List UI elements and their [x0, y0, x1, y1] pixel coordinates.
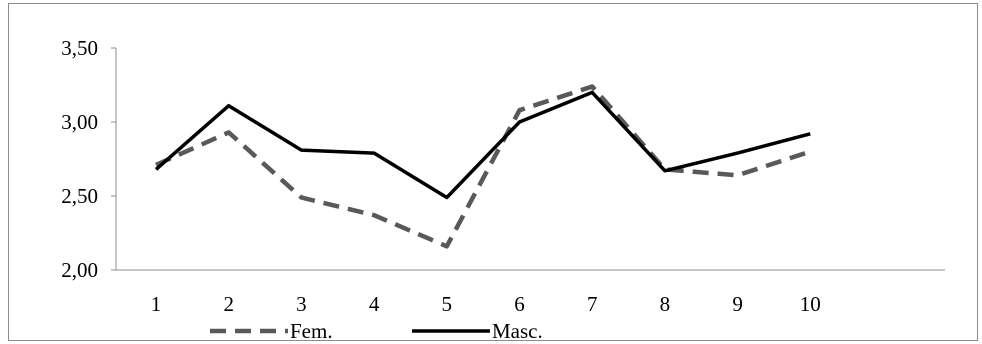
y-tick-label: 2,00 — [61, 258, 98, 282]
x-tick-label: 3 — [296, 292, 307, 316]
x-tick-label: 9 — [732, 292, 743, 316]
y-tick-label: 2,50 — [61, 184, 98, 208]
x-axis-ticks: 1 2 3 4 5 6 7 8 9 10 — [151, 292, 821, 316]
x-tick-label: 2 — [223, 292, 234, 316]
axes — [115, 48, 945, 271]
series-line-2 — [154, 90, 811, 200]
y-axis-ticks: 2,00 2,50 3,00 3,50 — [61, 36, 116, 282]
series-line-1 — [155, 84, 811, 249]
y-tick-label: 3,00 — [61, 110, 98, 134]
legend-label-1: Fem. — [290, 319, 333, 343]
x-tick-label: 4 — [369, 292, 380, 316]
chart-frame — [8, 3, 978, 341]
series-lines — [154, 84, 811, 249]
x-tick-label: 10 — [800, 292, 821, 316]
legend-label-2: Masc. — [492, 319, 543, 343]
x-tick-label: 5 — [442, 292, 453, 316]
x-tick-label: 6 — [514, 292, 525, 316]
x-tick-label: 8 — [660, 292, 671, 316]
legend: Fem. Masc. — [210, 319, 543, 343]
x-tick-label: 1 — [151, 292, 162, 316]
x-tick-label: 7 — [587, 292, 598, 316]
y-tick-label: 3,50 — [61, 36, 98, 60]
